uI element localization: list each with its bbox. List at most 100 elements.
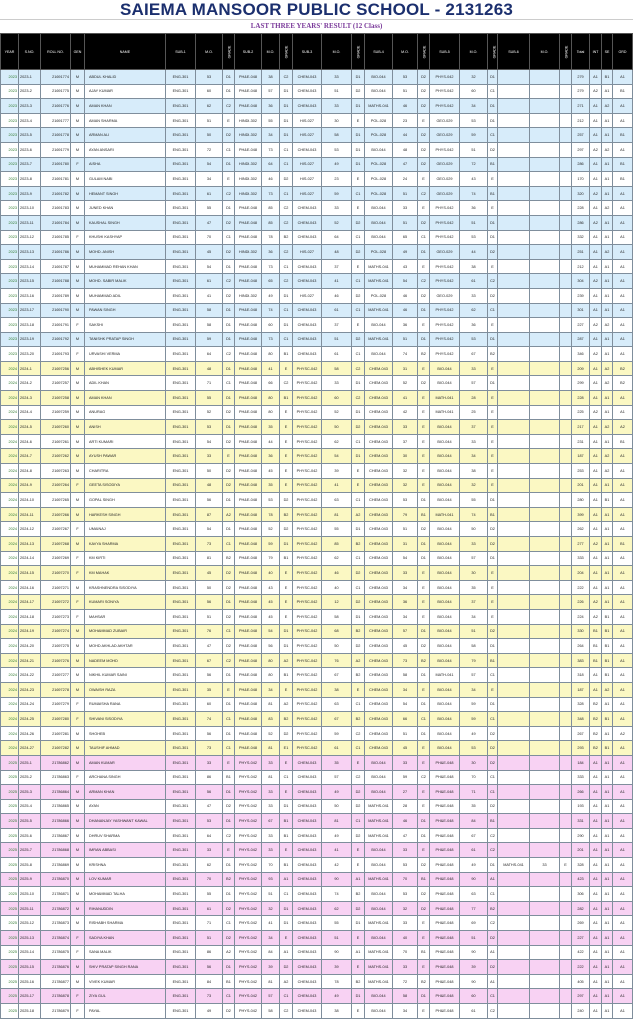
cell-year: 2024 [0, 623, 19, 640]
cell-sub-2: PHYS-042 [234, 798, 262, 815]
cell-year: 2025 [0, 784, 19, 800]
cell-sub-3: PHYSC-042 [292, 433, 322, 450]
cell-grade: C1 [279, 988, 293, 1004]
cell-year: 2023 [0, 331, 19, 348]
cell-total: 204 [571, 565, 590, 581]
table-row: 2025 2025-11 21786872 M RIHANUDDIN ENG-301 61 D… [0, 900, 633, 917]
cell-grade: D1 [417, 667, 430, 683]
cell-m-o: 47 [195, 638, 223, 654]
cell-sub-5: PHYS-042 [429, 69, 460, 85]
cell-sub-1: ENG-301 [165, 390, 196, 406]
cell-m-o: 43 [261, 579, 280, 596]
cell-year: 2023 [0, 346, 19, 362]
cell-m-o: 49 [321, 988, 352, 1004]
cell-grd: A1 [612, 477, 633, 494]
cell-sub-3: CHEM-043 [292, 871, 322, 888]
cell-sub-1: ENG-301 [165, 98, 196, 114]
cell-grade: B1 [222, 769, 235, 786]
cell-grade [559, 433, 572, 450]
cell-m-o: 58 [392, 667, 418, 683]
cell-sub-4: CHEM-043 [364, 390, 393, 406]
cell-name: ZIYA GUL [84, 988, 166, 1004]
cell-grd: B2 [612, 375, 633, 392]
cell-grade: D2 [222, 287, 235, 304]
cell-grade [559, 798, 572, 815]
cell-grade: D2 [222, 433, 235, 450]
cell-sub-3: HIS-027 [292, 156, 322, 173]
cell-roll-no: 21786876 [40, 959, 71, 975]
cell-grade: C1 [351, 579, 365, 596]
cell-total: 187 [571, 448, 590, 465]
cell-m-o [529, 156, 560, 173]
cell-m-o: 51 [392, 185, 418, 202]
cell-gen: M [70, 754, 85, 771]
cell-grade [559, 813, 572, 829]
cell-name: CHARITRA [84, 463, 166, 479]
cell-grade: D1 [417, 696, 430, 713]
cell-year: 2025 [0, 973, 19, 990]
cell-total: 266 [571, 784, 590, 800]
cell-m-o [529, 681, 560, 698]
cell-roll-no: 21697259 [40, 404, 71, 421]
cell-sub-6 [497, 98, 530, 114]
cell-sub-3: CHEM-043 [292, 944, 322, 961]
cell-sub-4: MATHS-041 [364, 915, 393, 932]
cell-name: ARCHANA SINGH [84, 769, 166, 786]
cell-sub-2: PH&E-048 [234, 638, 262, 654]
cell-grade: C1 [351, 346, 365, 362]
cell-grade: D1 [351, 375, 365, 392]
cell-gen: F [70, 696, 85, 713]
cell-gen: M [70, 915, 85, 932]
cell-grd: A1 [612, 871, 633, 888]
cell-sub-5: BIO-044 [429, 360, 460, 377]
cell-sub-2: PH&E-048 [234, 141, 262, 158]
cell-m-o: 41 [392, 390, 418, 406]
cell-sub-3: CHEM-043 [292, 229, 322, 246]
cell-int: A1 [589, 784, 602, 800]
cell-grade: D2 [487, 798, 498, 815]
cell-m-o: 47 [195, 214, 223, 231]
cell-m-o: 51 [459, 930, 488, 946]
cell-sub-6 [497, 725, 530, 742]
cell-sub-1: ENG-301 [165, 112, 196, 129]
cell-roll-no: 21697281 [40, 725, 71, 742]
cell-sub-5: BIO-044 [429, 375, 460, 392]
cell-grade: D1 [417, 550, 430, 567]
cell-sub-5: PH&E-048 [429, 769, 460, 786]
cell-sub-3: CHEM-043 [292, 83, 322, 100]
cell-grade [559, 200, 572, 216]
cell-s-no: 2024-20 [18, 638, 41, 654]
cell-grade: D1 [222, 886, 235, 902]
cell-grade [559, 477, 572, 494]
cell-gen: M [70, 112, 85, 129]
cell-se: A1 [601, 827, 613, 844]
cell-sub-3: HIS-027 [292, 287, 322, 304]
cell-grade: E [417, 579, 430, 596]
cell-grade [559, 871, 572, 888]
cell-m-o: 65 [392, 229, 418, 246]
cell-m-o: 57 [459, 667, 488, 683]
cell-m-o: 45 [261, 608, 280, 625]
cell-sub-2: HINDI-302 [234, 171, 262, 187]
cell-sub-1: ENG-301 [165, 214, 196, 231]
cell-sub-4: BIO-044 [364, 769, 393, 786]
cell-grade: D1 [222, 696, 235, 713]
cell-m-o: 73 [195, 988, 223, 1004]
cell-total: 423 [571, 871, 590, 888]
cell-m-o: 33 [459, 287, 488, 304]
cell-s-no: 2025-16 [18, 973, 41, 990]
cell-gen: M [70, 827, 85, 844]
cell-sub-1: ENG-301 [165, 185, 196, 202]
cell-sub-2: PH&E-048 [234, 200, 262, 216]
cell-grade: E [487, 360, 498, 377]
cell-m-o: 63 [321, 492, 352, 508]
cell-grd: A1 [612, 492, 633, 508]
cell-grade: D1 [222, 667, 235, 683]
cell-m-o: 41 [195, 287, 223, 304]
table-row: 2025 2025-6 21786867 M DHRUV SHARMA ENG-301 64… [0, 827, 633, 844]
cell-grade: B2 [351, 886, 365, 902]
cell-grade: D2 [417, 857, 430, 873]
table-row: 2025 2025-7 21786868 M IMRAN ABBASI ENG-301 33… [0, 842, 633, 859]
cell-se: A2 [601, 448, 613, 465]
cell-grade: D1 [417, 492, 430, 508]
